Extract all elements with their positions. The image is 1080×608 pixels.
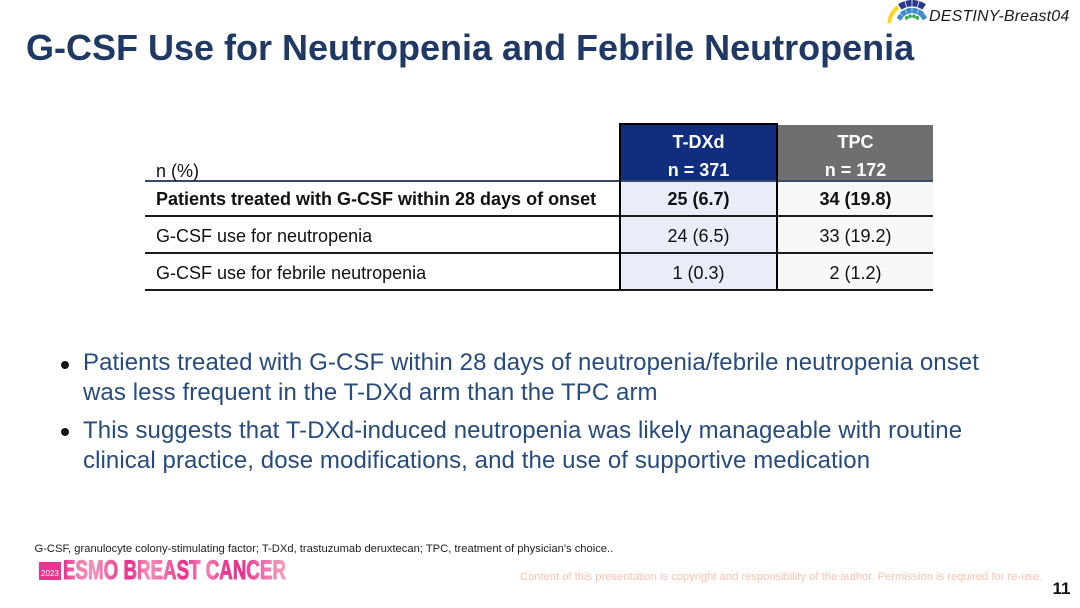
svg-text:ESMO BREAST CANCER: ESMO BREAST CANCER [63, 559, 286, 583]
